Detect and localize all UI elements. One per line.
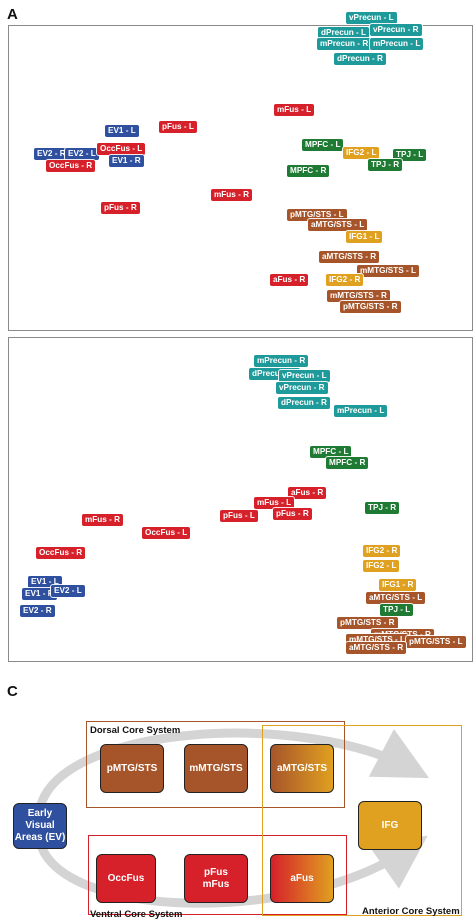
- panel-a-region-label: IFG1 - L: [346, 231, 383, 243]
- panel-b-region-label: mFus - R: [82, 514, 124, 526]
- panel-a-region-label: aMTG/STS - R: [319, 251, 380, 263]
- anterior-system-title: Anterior Core System: [362, 906, 460, 917]
- pmtg-box: pMTG/STS: [100, 744, 164, 793]
- panel-a-region-label: pFus - L: [159, 121, 197, 133]
- panel-a-region-label: EV1 - L: [105, 125, 139, 137]
- panel-b-region-label: aMTG/STS - R: [346, 642, 407, 654]
- panel-c-letter: C: [7, 683, 18, 700]
- early-visual-box: Early Visual Areas (EV): [13, 803, 67, 849]
- panel-a-region-label: mMTG/STS - R: [327, 290, 390, 302]
- cycle-arrows: [35, 728, 430, 908]
- panel-a-region-label: aMTG/STS - L: [308, 219, 368, 231]
- panel-b-region-label: OccFus - R: [36, 547, 86, 559]
- panel-a-region-label: mMTG/STS - L: [357, 265, 419, 277]
- panel-b-region-label: MPFC - L: [310, 446, 352, 458]
- panel-a-region-label: pFus - R: [101, 202, 140, 214]
- panel-b-region-label: EV2 - L: [51, 585, 85, 597]
- panel-a-region-label: OccFus - L: [97, 143, 146, 155]
- panel-a-region-label: vPrecun - L: [346, 12, 397, 24]
- ventral-system-title: Ventral Core System: [90, 909, 183, 920]
- panel-b-region-label: dPrecun - R: [278, 397, 330, 409]
- panel-a-region-label: mFus - R: [211, 189, 253, 201]
- afus-box: aFus: [270, 854, 334, 903]
- panel-b-region-label: aMTG/STS - L: [366, 592, 426, 604]
- panel-a-region-label: OccFus - R: [46, 160, 96, 172]
- panel-a-region-label: EV2 - R: [34, 148, 69, 160]
- pfus-label: pFus: [204, 866, 228, 878]
- ventral-system-frame: [88, 835, 347, 915]
- panel-c-diagram: Dorsal Core System Ventral Core System A…: [0, 690, 474, 924]
- panel-b-region-label: pMTG/STS - L: [406, 636, 466, 648]
- panel-a-region-label: mFus - L: [274, 104, 315, 116]
- panel-b-region-label: EV1 - R: [22, 588, 57, 600]
- panel-b-region-label: pFus - L: [220, 510, 258, 522]
- panel-b-region-label: mFus - L: [254, 497, 295, 509]
- panel-b-region-label: OccFus - L: [142, 527, 191, 539]
- occfus-box: OccFus: [96, 854, 156, 903]
- panel-b-region-label: TPJ - R: [365, 502, 400, 514]
- ventral-arrow: [35, 835, 428, 908]
- mfus-label: mFus: [202, 878, 230, 890]
- panel-a-region-label: EV2 - L: [65, 148, 99, 160]
- pfus-mfus-box: pFus mFus: [184, 854, 248, 903]
- panel-b-region-label: pFus - R: [273, 508, 312, 520]
- panel-b-region-label: mPrecun - L: [334, 405, 388, 417]
- panel-b-region-label: aFus - R: [288, 487, 327, 499]
- panel-a-region-label: TPJ - R: [368, 159, 403, 171]
- panel-a-region-label: EV1 - R: [109, 155, 144, 167]
- anterior-system-frame: [262, 725, 462, 916]
- panel-b-region-label: mPrecun - R: [254, 355, 309, 367]
- dorsal-system-title: Dorsal Core System: [90, 725, 181, 736]
- panel-b-region-label: vPrecun - L: [279, 370, 330, 382]
- panel-a-region-label: aFus - R: [270, 274, 309, 286]
- panel-a-region-label: MPFC - R: [287, 165, 330, 177]
- panel-b-region-label: IFG1 - R: [379, 579, 417, 591]
- panel-b-region-label: IFG2 - L: [363, 560, 400, 572]
- panel-a-letter: A: [7, 6, 18, 23]
- panel-a-region-label: vPrecun - R: [370, 24, 422, 36]
- panel-a-region-label: mPrecun - R: [317, 38, 372, 50]
- panel-a-region-label: pMTG/STS - R: [340, 301, 401, 313]
- panel-b-region-label: TPJ - L: [380, 604, 414, 616]
- panel-a-region-label: TPJ - L: [393, 149, 427, 161]
- panel-a-region-label: dPrecun - L: [318, 27, 370, 39]
- panel-b-region-label: MPFC - R: [326, 457, 369, 469]
- mmtg-box: mMTG/STS: [184, 744, 248, 793]
- dorsal-system-frame: [86, 721, 345, 808]
- panel-a-region-label: MPFC - L: [302, 139, 344, 151]
- panel-a-region-label: IFG2 - R: [326, 274, 364, 286]
- panel-b-region-label: vPrecun - R: [276, 382, 328, 394]
- dorsal-arrow: [35, 728, 430, 810]
- panel-a-region-label: pMTG/STS - L: [287, 209, 347, 221]
- amtg-box: aMTG/STS: [270, 744, 334, 793]
- ifg-box: IFG: [358, 801, 422, 850]
- panel-a-region-label: dPrecun - R: [334, 53, 386, 65]
- panel-b-region-label: EV2 - R: [20, 605, 55, 617]
- panel-a-region-label: mPrecun - L: [370, 38, 424, 50]
- panel-b-region-label: IFG2 - R: [363, 545, 401, 557]
- panel-a-region-label: IFG2 - L: [343, 147, 380, 159]
- panel-b-region-label: pMTG/STS - R: [337, 617, 398, 629]
